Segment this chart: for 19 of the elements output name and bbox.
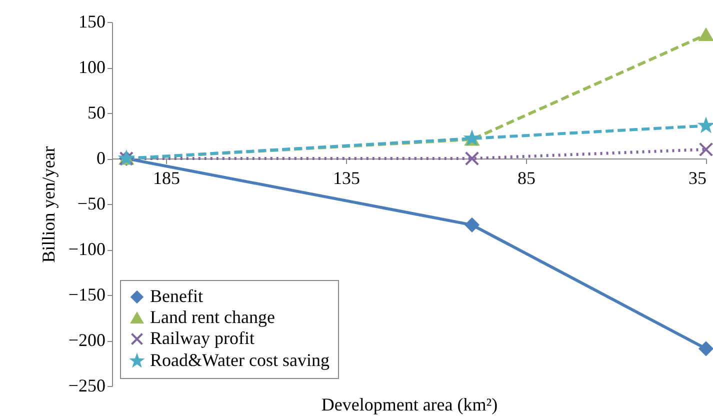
- y-tick-label: −200: [68, 330, 106, 350]
- y-tick-label: −100: [68, 239, 106, 259]
- legend-label: Land rent change: [150, 307, 275, 327]
- y-axis-title: Billion yen/year: [38, 146, 58, 263]
- legend-label: Benefit: [150, 286, 203, 306]
- legend-label: Road&Water cost saving: [150, 350, 330, 370]
- y-tick-label: −50: [77, 194, 106, 214]
- y-tick-label: 0: [96, 148, 106, 168]
- y-tick-label: −150: [68, 284, 106, 304]
- y-tick-label: 50: [88, 102, 106, 122]
- x-tick-label: 85: [518, 168, 536, 188]
- y-tick-label: 100: [78, 57, 106, 77]
- y-tick-label: −250: [68, 376, 106, 396]
- x-tick-label: 185: [153, 168, 180, 188]
- y-tick-label: 150: [78, 12, 106, 32]
- legend-label: Railway profit: [150, 328, 254, 348]
- x-tick-label: 35: [688, 168, 706, 188]
- x-tick-label: 135: [333, 168, 360, 188]
- x-axis-title: Development area (km²): [321, 394, 498, 414]
